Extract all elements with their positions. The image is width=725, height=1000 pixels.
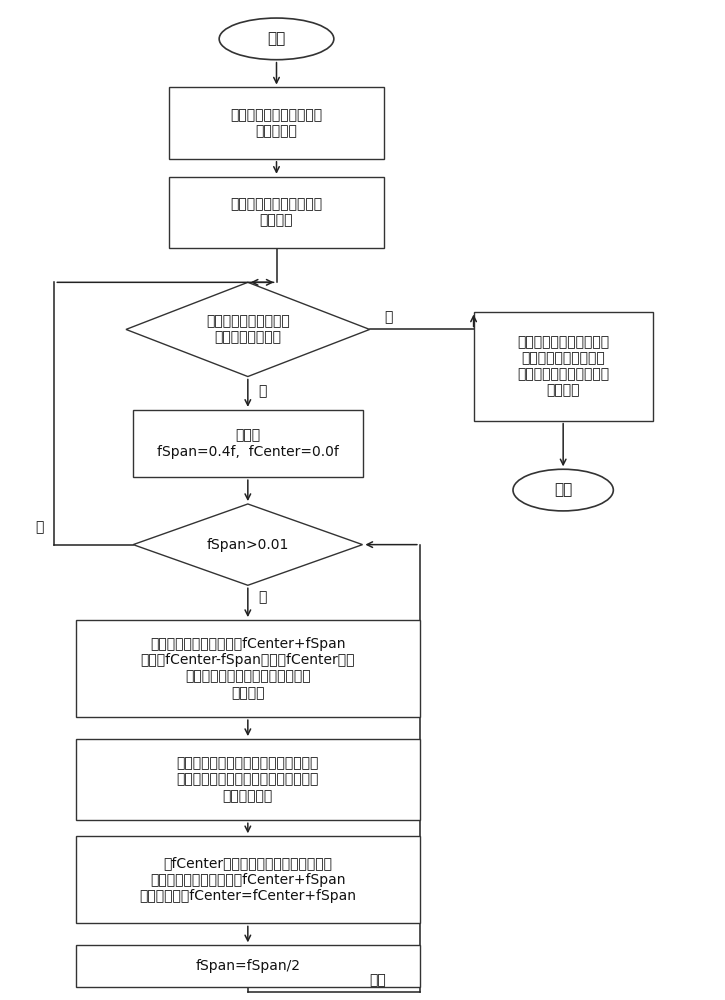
Ellipse shape: [219, 18, 334, 60]
Text: 根据每首歌曲的最终动态
时间归整值由小到大排
列，越排前面的表示匹配
率越高。: 根据每首歌曲的最终动态 时间归整值由小到大排 列，越排前面的表示匹配 率越高。: [517, 335, 609, 397]
Polygon shape: [126, 282, 370, 377]
Text: 提取出哼唱音乐片段的音
高轮廓曲线: 提取出哼唱音乐片段的音 高轮廓曲线: [231, 108, 323, 138]
FancyBboxPatch shape: [76, 620, 420, 717]
Polygon shape: [133, 504, 362, 585]
Text: 读取出音乐数据库的音高
轮廓曲线: 读取出音乐数据库的音高 轮廓曲线: [231, 197, 323, 228]
FancyBboxPatch shape: [76, 836, 420, 923]
Text: 初始化
fSpan=0.4f,  fCenter=0.0f: 初始化 fSpan=0.4f, fCenter=0.0f: [157, 428, 339, 459]
Text: 否: 否: [36, 520, 43, 534]
Text: 是: 是: [259, 590, 267, 604]
FancyBboxPatch shape: [169, 87, 384, 159]
FancyBboxPatch shape: [133, 410, 362, 477]
Text: 将当前动态时间归整值更新为当前动态
时间归整值与三种情况算法值，这四个
值中的最小值: 将当前动态时间归整值更新为当前动态 时间归整值与三种情况算法值，这四个 值中的最…: [177, 756, 319, 803]
Text: 迭代: 迭代: [370, 973, 386, 987]
FancyBboxPatch shape: [76, 739, 420, 820]
Text: 开始: 开始: [268, 31, 286, 46]
Text: 在音乐片段初始音高加上fCenter+fSpan
，加上fCenter-fSpan，加上fCenter时，
计算三种情况下运行动态时间归整
算法值。: 在音乐片段初始音高加上fCenter+fSpan ，加上fCenter-fSpa…: [141, 637, 355, 700]
FancyBboxPatch shape: [169, 177, 384, 248]
Text: fSpan>0.01: fSpan>0.01: [207, 538, 289, 552]
Text: 否: 否: [259, 384, 267, 398]
Ellipse shape: [513, 469, 613, 511]
FancyBboxPatch shape: [76, 945, 420, 987]
Text: 将fCenter对齐到动态时间归整值最小的
偏移值处，如在音高加上fCenter+fSpan
时最小，则置fCenter=fCenter+fSpan: 将fCenter对齐到动态时间归整值最小的 偏移值处，如在音高加上fCenter…: [139, 857, 356, 903]
FancyBboxPatch shape: [473, 312, 652, 421]
Text: 结束: 结束: [554, 483, 572, 498]
Text: fSpan=fSpan/2: fSpan=fSpan/2: [195, 959, 300, 973]
Text: 音乐片段与数据库音乐
都运行了匹配算法: 音乐片段与数据库音乐 都运行了匹配算法: [206, 314, 290, 345]
Text: 是: 是: [384, 311, 392, 325]
